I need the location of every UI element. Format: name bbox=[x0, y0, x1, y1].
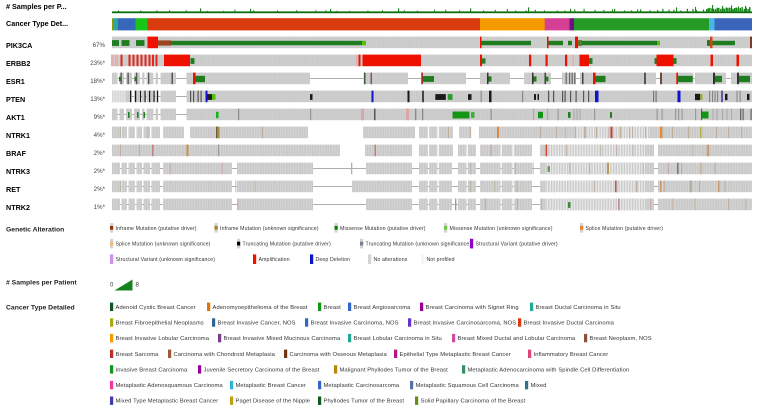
svg-text:NTRK1: NTRK1 bbox=[6, 131, 30, 140]
svg-text:Inframe Mutation (unknown sign: Inframe Mutation (unknown significance) bbox=[220, 226, 319, 232]
svg-text:Splice Mutation (unknown signi: Splice Mutation (unknown significance) bbox=[116, 242, 211, 248]
svg-text:Breast Fibroepithelial Neoplas: Breast Fibroepithelial Neoplasms bbox=[116, 321, 204, 327]
svg-text:Breast Invasive Ductal Carcino: Breast Invasive Ductal Carcinoma bbox=[524, 321, 615, 327]
svg-text:Breast Mixed Ductal and Lobula: Breast Mixed Ductal and Lobular Carcinom… bbox=[458, 336, 577, 342]
svg-text:# Samples per P...: # Samples per P... bbox=[6, 2, 67, 11]
svg-text:ERBB2: ERBB2 bbox=[6, 59, 30, 68]
svg-text:NTRK3: NTRK3 bbox=[6, 167, 30, 176]
svg-text:Phyllodes Tumor of the Breast: Phyllodes Tumor of the Breast bbox=[324, 399, 405, 405]
svg-text:Structural Variant (unknown si: Structural Variant (unknown significance… bbox=[116, 257, 216, 263]
svg-text:Mixed: Mixed bbox=[531, 383, 547, 389]
svg-text:13%*: 13%* bbox=[90, 96, 105, 103]
svg-text:Metaplastic Adenosquamous Carc: Metaplastic Adenosquamous Carcinoma bbox=[116, 383, 224, 389]
svg-text:Missense Mutation (unknown sig: Missense Mutation (unknown significance) bbox=[450, 226, 553, 232]
svg-text:Solid Papillary Carcinoma of t: Solid Papillary Carcinoma of the Breast bbox=[421, 399, 526, 405]
svg-text:67%: 67% bbox=[93, 42, 106, 49]
svg-text:RET: RET bbox=[6, 185, 21, 194]
svg-text:Breast Invasive Carcinoma, NOS: Breast Invasive Carcinoma, NOS bbox=[311, 321, 399, 327]
svg-text:Deep Deletion: Deep Deletion bbox=[316, 257, 351, 263]
svg-text:23%*: 23%* bbox=[90, 60, 105, 67]
svg-text:Missense Mutation (putative dr: Missense Mutation (putative driver) bbox=[340, 226, 426, 232]
svg-text:8: 8 bbox=[136, 283, 140, 289]
svg-text:Adenoid Cystic Breast Cancer: Adenoid Cystic Breast Cancer bbox=[116, 305, 196, 311]
svg-text:Inframe Mutation (putative dri: Inframe Mutation (putative driver) bbox=[116, 226, 197, 232]
svg-text:Truncating Mutation (unknown s: Truncating Mutation (unknown significanc… bbox=[366, 242, 472, 248]
svg-text:Cancer Type Detailed: Cancer Type Detailed bbox=[6, 305, 75, 312]
svg-text:PTEN: PTEN bbox=[6, 95, 25, 104]
svg-text:Breast Angiosarcoma: Breast Angiosarcoma bbox=[354, 305, 412, 311]
svg-text:Juvenile Secretory Carcinoma o: Juvenile Secretory Carcinoma of the Brea… bbox=[204, 367, 320, 373]
svg-text:Truncating Mutation (putative: Truncating Mutation (putative driver) bbox=[243, 242, 331, 248]
svg-text:Adenomyoepithelioma of the Bre: Adenomyoepithelioma of the Breast bbox=[213, 305, 308, 311]
svg-text:Breast Carcinoma with Signet R: Breast Carcinoma with Signet Ring bbox=[426, 305, 519, 311]
svg-text:Cancer Type Det...: Cancer Type Det... bbox=[6, 19, 68, 28]
svg-text:Breast Neoplasm, NOS: Breast Neoplasm, NOS bbox=[590, 336, 652, 342]
svg-text:Mixed Type Metaplastic Breast: Mixed Type Metaplastic Breast Cancer bbox=[116, 399, 219, 405]
svg-text:2%*: 2%* bbox=[94, 186, 106, 193]
svg-text:Structural Variant (putative d: Structural Variant (putative driver) bbox=[476, 242, 558, 248]
svg-text:Malignant Phyllodes Tumor of t: Malignant Phyllodes Tumor of the Breast bbox=[340, 367, 449, 373]
svg-text:Breast Ductal Carcinoma in Sit: Breast Ductal Carcinoma in Situ bbox=[536, 305, 621, 311]
svg-text:9%*: 9%* bbox=[94, 114, 106, 121]
svg-text:Not profiled: Not profiled bbox=[427, 257, 455, 263]
svg-text:0: 0 bbox=[110, 283, 114, 289]
svg-text:# Samples per Patient: # Samples per Patient bbox=[6, 280, 77, 287]
svg-text:Paget Disease of the Nipple: Paget Disease of the Nipple bbox=[236, 399, 311, 405]
svg-text:1%*: 1%* bbox=[94, 204, 106, 211]
svg-text:Metaplastic Adenocarcinoma wit: Metaplastic Adenocarcinoma with Spindle … bbox=[468, 367, 630, 373]
svg-text:Breast Invasive Carcinosarcoma: Breast Invasive Carcinosarcoma, NOS bbox=[414, 321, 517, 327]
svg-text:Breast Invasive Mixed Mucinous: Breast Invasive Mixed Mucinous Carcinoma bbox=[224, 336, 341, 342]
svg-text:Metaplastic Squamous Cell Carc: Metaplastic Squamous Cell Carcinoma bbox=[416, 383, 520, 389]
svg-text:Metaplastic Carcinosarcoma: Metaplastic Carcinosarcoma bbox=[324, 383, 400, 389]
svg-text:Genetic Alteration: Genetic Alteration bbox=[6, 227, 64, 234]
svg-text:Breast Invasive Cancer, NOS: Breast Invasive Cancer, NOS bbox=[218, 321, 296, 327]
svg-text:Splice Mutation (putative driv: Splice Mutation (putative driver) bbox=[586, 226, 664, 232]
svg-text:Breast Invasive Lobular Carcin: Breast Invasive Lobular Carcinoma bbox=[116, 336, 210, 342]
svg-text:Invasive Breast Carcinoma: Invasive Breast Carcinoma bbox=[116, 367, 188, 373]
svg-text:18%*: 18%* bbox=[90, 78, 105, 85]
svg-text:Carcinoma with Osseous Metapla: Carcinoma with Osseous Metaplasia bbox=[290, 352, 388, 358]
svg-text:BRAF: BRAF bbox=[6, 149, 27, 158]
svg-text:PIK3CA: PIK3CA bbox=[6, 41, 32, 50]
svg-text:ESR1: ESR1 bbox=[6, 77, 25, 86]
svg-text:Inflammatory Breast Cancer: Inflammatory Breast Cancer bbox=[534, 352, 609, 358]
svg-text:Breast Sarcoma: Breast Sarcoma bbox=[116, 352, 160, 358]
svg-text:Amplification: Amplification bbox=[259, 257, 290, 263]
svg-text:No alterations: No alterations bbox=[374, 257, 408, 263]
svg-text:2%*: 2%* bbox=[94, 150, 106, 157]
svg-text:2%*: 2%* bbox=[94, 168, 106, 175]
svg-text:Breast: Breast bbox=[324, 305, 342, 311]
svg-text:NTRK2: NTRK2 bbox=[6, 203, 30, 212]
svg-text:Metaplastic Breast Cancer: Metaplastic Breast Cancer bbox=[236, 383, 306, 389]
svg-text:AKT1: AKT1 bbox=[6, 113, 25, 122]
svg-text:4%*: 4%* bbox=[94, 132, 106, 139]
svg-text:Breast Lobular Carcinoma in Si: Breast Lobular Carcinoma in Situ bbox=[354, 336, 442, 342]
svg-text:Epithelial Type Metaplastic Br: Epithelial Type Metaplastic Breast Cance… bbox=[400, 352, 511, 358]
svg-text:Carcinoma with Chondroid Metap: Carcinoma with Chondroid Metaplasia bbox=[174, 352, 276, 358]
